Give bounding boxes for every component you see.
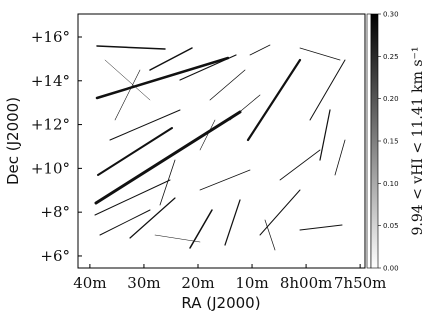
x-tick-label: 10m	[235, 274, 268, 292]
colorbar-tick-label: 0.15	[383, 138, 399, 146]
y-axis-label: Dec (J2000)	[4, 97, 22, 185]
y-tick-label: +8°	[40, 203, 70, 221]
hi-emission-streaks	[94, 44, 346, 251]
x-tick-label: 8h00m	[280, 274, 333, 292]
colorbar	[370, 13, 379, 269]
colorbar-tick-label: 0.10	[383, 180, 399, 188]
colorbar-tick-label: 0.30	[383, 11, 399, 19]
y-tick-label: +10°	[31, 159, 70, 177]
y-tick-label: +16°	[31, 28, 70, 46]
colorbar-strip	[366, 13, 372, 269]
colorbar-tick-label: 0.05	[383, 222, 399, 230]
image-area	[78, 14, 365, 268]
x-axis-label: RA (J2000)	[181, 294, 260, 312]
x-tick-label: 40m	[73, 274, 106, 292]
colorbar-label: 9.94 < vHI < 11.41 km s⁻¹	[410, 46, 426, 235]
y-tick-label: +14°	[31, 72, 70, 90]
x-tick-label: 20m	[181, 274, 214, 292]
y-tick-label: +12°	[31, 116, 70, 134]
x-tick-label: 30m	[127, 274, 160, 292]
axes-frame	[77, 13, 366, 269]
x-tick-label: 7h50m	[334, 274, 387, 292]
colorbar-tick-label: 0.20	[383, 95, 399, 103]
y-tick-label: +6°	[40, 247, 70, 265]
colorbar-tick-label: 0.00	[383, 265, 399, 273]
colorbar-tick-label: 0.25	[383, 53, 399, 61]
